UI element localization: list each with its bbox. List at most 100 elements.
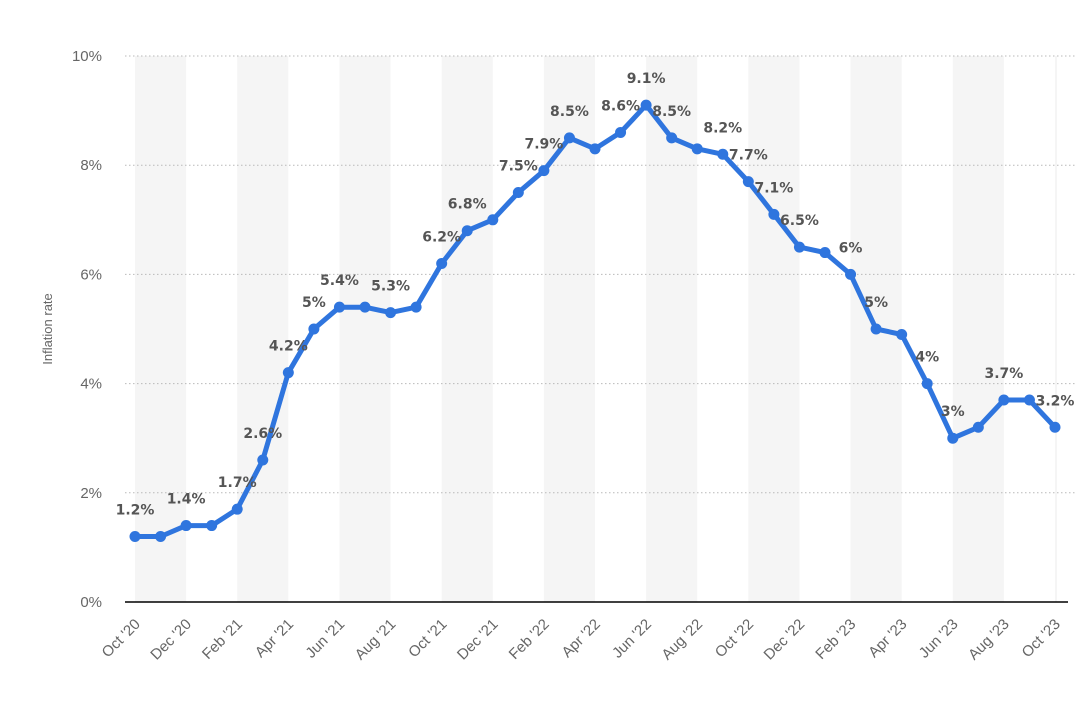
data-label: 5.3%: [371, 279, 410, 295]
data-point: [896, 328, 908, 340]
x-tick-label: Oct '22: [712, 616, 757, 661]
data-point: [512, 187, 524, 198]
data-point: [717, 148, 729, 160]
x-tick-label: Apr '21: [252, 616, 297, 661]
x-tick-label: Oct '20: [99, 616, 144, 661]
column-band: [237, 56, 289, 602]
x-tick-label: Jun '23: [916, 616, 962, 662]
data-point: [206, 520, 218, 532]
data-point: [972, 421, 984, 433]
data-point: [998, 394, 1010, 406]
data-points: [129, 99, 1061, 542]
data-label: 7.5%: [499, 159, 538, 175]
x-tick-label: Aug '22: [658, 616, 706, 664]
data-point: [385, 307, 397, 319]
data-labels: 1.2% 1.4% 1.7% 2.6% 4.2% 5% 5.4% 5.3% 6.2% 6.8% 7.…: [116, 71, 1075, 518]
data-label: 4.2%: [269, 339, 308, 355]
data-label: 4%: [915, 350, 939, 366]
data-point: [538, 165, 550, 177]
y-tick-label: 2%: [80, 485, 102, 502]
data-point: [282, 367, 294, 379]
data-point: [615, 126, 627, 138]
column-band: [952, 56, 1004, 602]
data-point: [666, 132, 678, 144]
x-tick-label: Dec '22: [761, 616, 809, 664]
data-label: 6.8%: [448, 197, 487, 213]
data-point: [461, 225, 473, 237]
data-point: [257, 454, 269, 466]
column-band: [135, 56, 187, 602]
y-axis-ticks: 0% 2% 4% 6% 8% 10%: [72, 48, 102, 611]
y-tick-label: 4%: [80, 376, 102, 393]
data-point: [410, 301, 422, 313]
data-point: [231, 503, 243, 515]
data-label: 5.4%: [320, 273, 359, 289]
x-tick-label: Jun '22: [609, 616, 655, 662]
data-label: 8.2%: [703, 120, 742, 136]
data-point: [691, 143, 703, 155]
data-label: 1.7%: [218, 475, 257, 491]
data-point: [1049, 421, 1061, 433]
data-label: 6.5%: [780, 213, 819, 229]
data-label: 8.5%: [652, 104, 691, 120]
data-label: 8.6%: [601, 98, 640, 114]
x-tick-label: Feb '22: [506, 616, 553, 663]
x-tick-label: Aug '21: [352, 616, 400, 664]
x-tick-label: Oct '21: [405, 616, 450, 661]
data-point: [487, 214, 499, 226]
data-point: [742, 176, 754, 188]
x-tick-label: Feb '21: [199, 616, 246, 663]
data-point: [129, 530, 141, 542]
x-tick-label: Feb '23: [812, 616, 859, 663]
data-label: 3.2%: [1036, 393, 1075, 409]
data-label: 5%: [864, 295, 888, 311]
y-tick-label: 10%: [72, 48, 102, 65]
data-label: 3.7%: [984, 366, 1023, 382]
data-point: [870, 323, 882, 335]
data-label: 6%: [839, 240, 863, 256]
y-tick-label: 8%: [80, 157, 102, 174]
data-point: [155, 530, 167, 542]
data-label: 7.9%: [524, 137, 563, 153]
data-point: [1023, 394, 1035, 406]
x-tick-label: Aug '23: [965, 616, 1013, 664]
data-label: 5%: [302, 295, 326, 311]
data-label: 6.2%: [422, 229, 461, 245]
data-point: [308, 323, 320, 335]
data-point: [436, 257, 448, 269]
column-band: [748, 56, 800, 602]
column-bands: [135, 56, 1057, 602]
data-point: [180, 520, 192, 532]
y-axis-label: Inflation rate: [40, 293, 55, 365]
x-tick-label: Apr '22: [559, 616, 604, 661]
data-point: [768, 208, 780, 220]
column-band: [1055, 56, 1057, 602]
data-label: 2.6%: [243, 426, 282, 442]
x-axis-ticks: Oct '20 Dec '20 Feb '21 Apr '21 Jun '21 Aug '…: [99, 616, 1064, 664]
data-point: [819, 247, 831, 259]
data-label: 8.5%: [550, 104, 589, 120]
data-point: [359, 301, 371, 313]
data-label: 1.4%: [167, 492, 206, 508]
data-label: 3%: [941, 404, 965, 420]
column-band: [339, 56, 391, 602]
data-point: [640, 99, 652, 111]
data-point: [947, 432, 959, 444]
data-label: 1.2%: [116, 502, 155, 518]
x-tick-label: Oct '23: [1019, 616, 1064, 661]
data-label: 7.1%: [754, 180, 793, 196]
y-tick-label: 6%: [80, 266, 102, 283]
data-point: [845, 268, 857, 280]
data-point: [333, 301, 345, 313]
data-point: [589, 143, 601, 155]
data-point: [793, 241, 805, 253]
data-label: 9.1%: [627, 71, 666, 87]
x-tick-label: Dec '20: [147, 616, 195, 664]
data-point: [921, 378, 933, 390]
x-tick-label: Jun '21: [302, 616, 348, 662]
data-point: [563, 132, 575, 144]
y-tick-label: 0%: [80, 594, 102, 611]
x-tick-label: Dec '21: [454, 616, 502, 664]
